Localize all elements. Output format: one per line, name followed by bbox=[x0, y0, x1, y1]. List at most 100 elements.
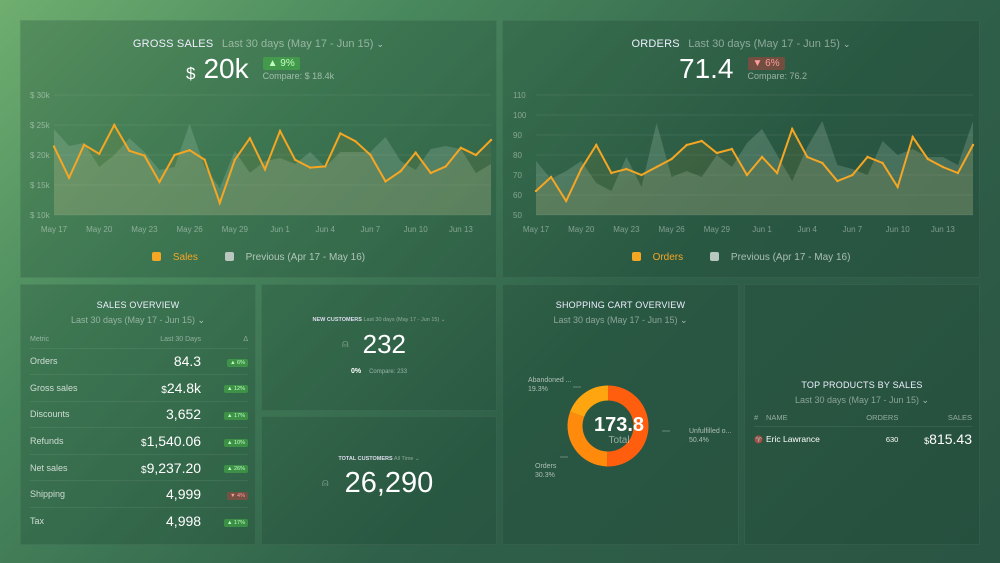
data-point[interactable] bbox=[775, 171, 779, 175]
product-orders: 630 bbox=[885, 434, 899, 444]
data-point[interactable] bbox=[730, 147, 734, 151]
x-tick-label: May 26 bbox=[659, 225, 686, 234]
data-point[interactable] bbox=[82, 143, 86, 146]
data-point[interactable] bbox=[278, 129, 282, 133]
period-dropdown[interactable]: All Time ⌄ bbox=[393, 456, 420, 462]
period-dropdown[interactable]: Last 30 days (May 17 - Jun 15) ⌄ bbox=[553, 315, 687, 325]
current-series-area bbox=[54, 125, 491, 215]
currency-symbol: $ bbox=[924, 436, 930, 447]
data-point[interactable] bbox=[760, 155, 764, 159]
data-point[interactable] bbox=[926, 157, 929, 161]
donut-slice[interactable] bbox=[570, 385, 609, 418]
data-point[interactable] bbox=[158, 180, 161, 184]
data-point[interactable] bbox=[790, 127, 794, 131]
donut-slice[interactable] bbox=[567, 411, 608, 467]
data-point[interactable] bbox=[821, 161, 824, 165]
data-point[interactable] bbox=[896, 185, 899, 189]
data-point[interactable] bbox=[685, 143, 688, 147]
data-point[interactable] bbox=[670, 157, 673, 161]
delta-badge: ▲ 10% bbox=[224, 438, 248, 447]
data-point[interactable] bbox=[128, 149, 131, 152]
data-point[interactable] bbox=[248, 137, 252, 140]
data-point[interactable] bbox=[324, 165, 327, 168]
data-point[interactable] bbox=[354, 140, 357, 143]
data-point[interactable] bbox=[188, 149, 191, 152]
data-point[interactable] bbox=[339, 132, 342, 135]
total-customers-widget: TOTAL CUSTOMERS All Time ⌄ ⍝ 26,290 bbox=[261, 416, 497, 545]
table-row[interactable]: ♈ Eric Lawrance 630 $815.43 bbox=[754, 426, 972, 452]
metric-value: $9,237.20 bbox=[103, 453, 212, 481]
data-point[interactable] bbox=[580, 167, 583, 171]
col-value: Last 30 Days bbox=[160, 335, 202, 343]
data-point[interactable] bbox=[233, 158, 237, 161]
period-dropdown[interactable]: Last 30 days (May 17 - Jun 15) ⌄ bbox=[363, 317, 446, 323]
data-point[interactable] bbox=[655, 165, 658, 169]
data-point[interactable] bbox=[52, 145, 56, 148]
legend-orders[interactable]: Orders bbox=[626, 252, 690, 263]
product-sales: 815.43 bbox=[929, 431, 972, 448]
data-point[interactable] bbox=[369, 153, 372, 157]
legend-sales[interactable]: Sales bbox=[146, 252, 204, 263]
data-point[interactable] bbox=[203, 158, 206, 161]
legend-previous[interactable]: Previous (Apr 17 - May 16) bbox=[219, 252, 372, 263]
metric-value: 3,652 bbox=[103, 400, 212, 428]
data-point[interactable] bbox=[564, 199, 568, 203]
legend-previous[interactable]: Previous (Apr 17 - May 16) bbox=[704, 252, 857, 263]
col-metric: Metric bbox=[30, 335, 50, 343]
period-dropdown[interactable]: Last 30 days (May 17 - Jun 15) ⌄ bbox=[795, 395, 929, 405]
data-point[interactable] bbox=[444, 165, 447, 168]
period-dropdown[interactable]: Last 30 days (May 17 - Jun 15) ⌄ bbox=[71, 315, 205, 325]
data-point[interactable] bbox=[293, 158, 297, 161]
chevron-down-icon: ⌄ bbox=[376, 39, 385, 49]
data-point[interactable] bbox=[610, 171, 613, 175]
data-point[interactable] bbox=[113, 123, 116, 127]
period-dropdown[interactable]: Last 30 days (May 17 - Jun 15) ⌄ bbox=[688, 38, 850, 50]
data-point[interactable] bbox=[459, 146, 463, 149]
data-point[interactable] bbox=[700, 139, 703, 143]
widget-title: TOP PRODUCTS BY SALES bbox=[801, 380, 923, 390]
data-point[interactable] bbox=[971, 143, 975, 147]
data-point[interactable] bbox=[836, 179, 839, 183]
data-point[interactable] bbox=[489, 138, 493, 142]
data-point[interactable] bbox=[715, 151, 719, 155]
data-point[interactable] bbox=[534, 189, 538, 193]
data-point[interactable] bbox=[941, 165, 945, 169]
data-point[interactable] bbox=[640, 173, 643, 177]
data-point[interactable] bbox=[851, 173, 854, 177]
data-point[interactable] bbox=[399, 170, 402, 173]
trophy-icon: ♈ bbox=[754, 434, 764, 444]
donut-center-label: Total bbox=[608, 435, 629, 446]
table-row: Shipping 4,999 ▼ 4% bbox=[30, 480, 248, 508]
data-point[interactable] bbox=[67, 176, 71, 179]
data-point[interactable] bbox=[881, 161, 884, 165]
data-point[interactable] bbox=[474, 153, 478, 157]
data-point[interactable] bbox=[414, 151, 417, 154]
data-point[interactable] bbox=[143, 154, 146, 157]
data-point[interactable] bbox=[98, 152, 101, 155]
period-dropdown[interactable]: Last 30 days (May 17 - Jun 15) ⌄ bbox=[222, 38, 384, 50]
data-point[interactable] bbox=[263, 168, 267, 171]
data-point[interactable] bbox=[956, 171, 960, 175]
chart-legend: Orders Previous (Apr 17 - May 16) bbox=[503, 252, 979, 263]
metric-name: Orders bbox=[30, 347, 104, 375]
slice-label: Unfulfilled o... bbox=[689, 428, 731, 435]
data-point[interactable] bbox=[866, 155, 869, 159]
data-point[interactable] bbox=[595, 143, 598, 147]
data-point[interactable] bbox=[384, 180, 387, 183]
data-point[interactable] bbox=[549, 175, 553, 179]
donut-slice[interactable] bbox=[606, 385, 649, 467]
data-point[interactable] bbox=[218, 201, 221, 205]
data-point[interactable] bbox=[911, 135, 914, 139]
data-point[interactable] bbox=[745, 173, 749, 177]
y-tick-label: $ 30k bbox=[30, 91, 51, 100]
metric-delta: ▼ 4% bbox=[211, 480, 248, 508]
data-point[interactable] bbox=[625, 167, 628, 171]
data-point[interactable] bbox=[429, 171, 432, 175]
period-label: Last 30 days (May 17 - Jun 15) bbox=[688, 38, 840, 50]
y-tick-label: 90 bbox=[513, 131, 522, 140]
donut-center-value: 173.8 bbox=[594, 414, 644, 436]
data-point[interactable] bbox=[308, 166, 312, 169]
data-point[interactable] bbox=[806, 155, 809, 159]
data-point[interactable] bbox=[173, 153, 176, 157]
metric-number: 3,652 bbox=[166, 406, 202, 423]
